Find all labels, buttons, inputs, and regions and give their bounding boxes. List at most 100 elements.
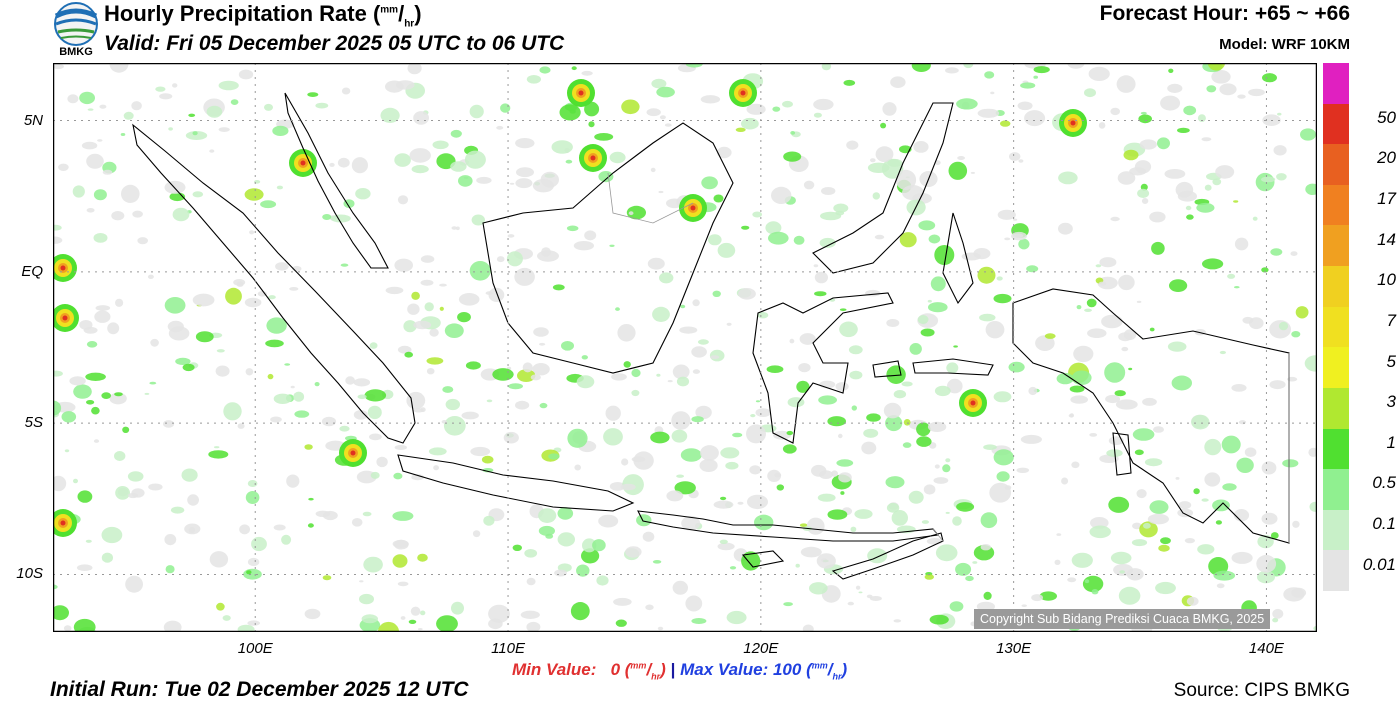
precip-cell	[957, 156, 965, 160]
precip-cell	[576, 564, 590, 577]
precip-cell	[672, 364, 690, 380]
precip-cell	[1098, 281, 1107, 286]
precip-cell	[916, 436, 932, 447]
precip-cell	[170, 506, 185, 514]
precip-cell	[63, 625, 72, 632]
precip-cell	[515, 178, 533, 189]
precip-cell	[1231, 384, 1247, 392]
precip-cell	[101, 392, 111, 399]
precip-cell	[503, 431, 519, 444]
precip-cell	[952, 516, 962, 526]
precip-cell	[1143, 522, 1151, 529]
precip-cell	[1070, 395, 1088, 404]
precip-cell	[1018, 238, 1030, 250]
precip-cell	[420, 255, 435, 263]
precip-cell	[855, 585, 861, 590]
bmkg-logo: BMKG	[52, 0, 100, 62]
scale-label: 0.01	[1362, 554, 1396, 574]
precip-cell	[650, 167, 656, 173]
precip-cell	[150, 338, 159, 347]
precip-cell	[1269, 380, 1286, 390]
coast-halmahera	[942, 212, 974, 305]
precip-cell	[789, 338, 795, 344]
precip-cell	[716, 146, 732, 159]
precip-cell	[1095, 264, 1102, 268]
precip-cell	[956, 502, 975, 512]
precip-cell	[557, 507, 574, 520]
precip-cell	[192, 131, 198, 136]
precip-cell	[970, 171, 976, 174]
precip-cell	[1138, 114, 1152, 124]
precip-cell	[1155, 581, 1176, 595]
precip-cell	[1171, 375, 1193, 391]
precip-cell	[1177, 190, 1197, 202]
precip-cell	[1164, 169, 1186, 179]
precip-cell	[782, 444, 797, 454]
precip-cell	[798, 363, 811, 373]
precip-cell	[1067, 63, 1085, 69]
precip-cell	[1136, 489, 1147, 499]
precip-cell	[1020, 434, 1042, 444]
precip-cell	[1233, 200, 1239, 203]
precip-cell	[557, 532, 575, 547]
scale-label: 3	[1386, 392, 1396, 412]
precip-cell	[1089, 525, 1111, 539]
precip-cell	[516, 167, 534, 178]
precip-cell	[927, 421, 947, 432]
precip-cell	[870, 158, 876, 163]
precip-cell	[1278, 321, 1289, 331]
precip-cell	[436, 615, 458, 632]
coast-seram	[912, 358, 994, 376]
precip-cell	[676, 474, 684, 478]
precip-cell	[554, 569, 567, 577]
precip-cell	[400, 616, 406, 620]
precip-cell	[1141, 198, 1149, 204]
precip-cell	[131, 101, 142, 111]
precip-cell	[713, 500, 734, 509]
precip-cell	[679, 326, 698, 334]
precip-cell	[680, 448, 702, 462]
precip-cell	[658, 190, 664, 194]
precip-cell	[581, 355, 588, 360]
precip-cell	[1134, 160, 1152, 174]
precip-cell	[1071, 552, 1093, 568]
scale-label: 17	[1377, 189, 1396, 209]
precip-cell	[93, 233, 108, 243]
precip-cell	[818, 395, 837, 405]
precip-cell	[692, 299, 700, 307]
precip-cell	[752, 211, 763, 218]
precip-cell	[524, 549, 538, 558]
precip-cell	[1020, 82, 1036, 89]
precip-cell	[486, 399, 493, 403]
precip-cell	[863, 428, 879, 438]
precip-cell	[407, 63, 422, 75]
precip-cell	[444, 323, 464, 339]
precip-cell	[114, 451, 126, 461]
precip-cell	[413, 320, 432, 330]
precip-cell	[86, 400, 95, 405]
precip-cell	[192, 293, 215, 307]
precip-cell	[267, 373, 274, 380]
precip-cell	[571, 66, 577, 71]
precip-cell	[813, 264, 819, 268]
precip-cell	[216, 602, 225, 611]
precip-cell	[442, 386, 454, 393]
scale-label: 0.5	[1372, 473, 1396, 493]
precip-cell	[86, 341, 98, 348]
precip-cell	[247, 620, 260, 626]
precip-cell	[963, 63, 974, 69]
precip-cell	[664, 123, 672, 127]
precip-cell	[514, 267, 535, 286]
precip-cell	[895, 169, 917, 190]
precip-cell	[1132, 522, 1142, 530]
scale-swatch	[1323, 63, 1349, 105]
precip-cell	[816, 553, 836, 569]
precip-cell	[445, 398, 460, 411]
precip-cell	[522, 362, 533, 373]
precip-cell	[993, 293, 1012, 304]
precip-cell	[455, 226, 460, 231]
precip-cell	[353, 410, 368, 420]
precip-cell	[945, 511, 950, 514]
precip-cell	[1242, 316, 1254, 324]
precip-cell	[457, 312, 471, 323]
